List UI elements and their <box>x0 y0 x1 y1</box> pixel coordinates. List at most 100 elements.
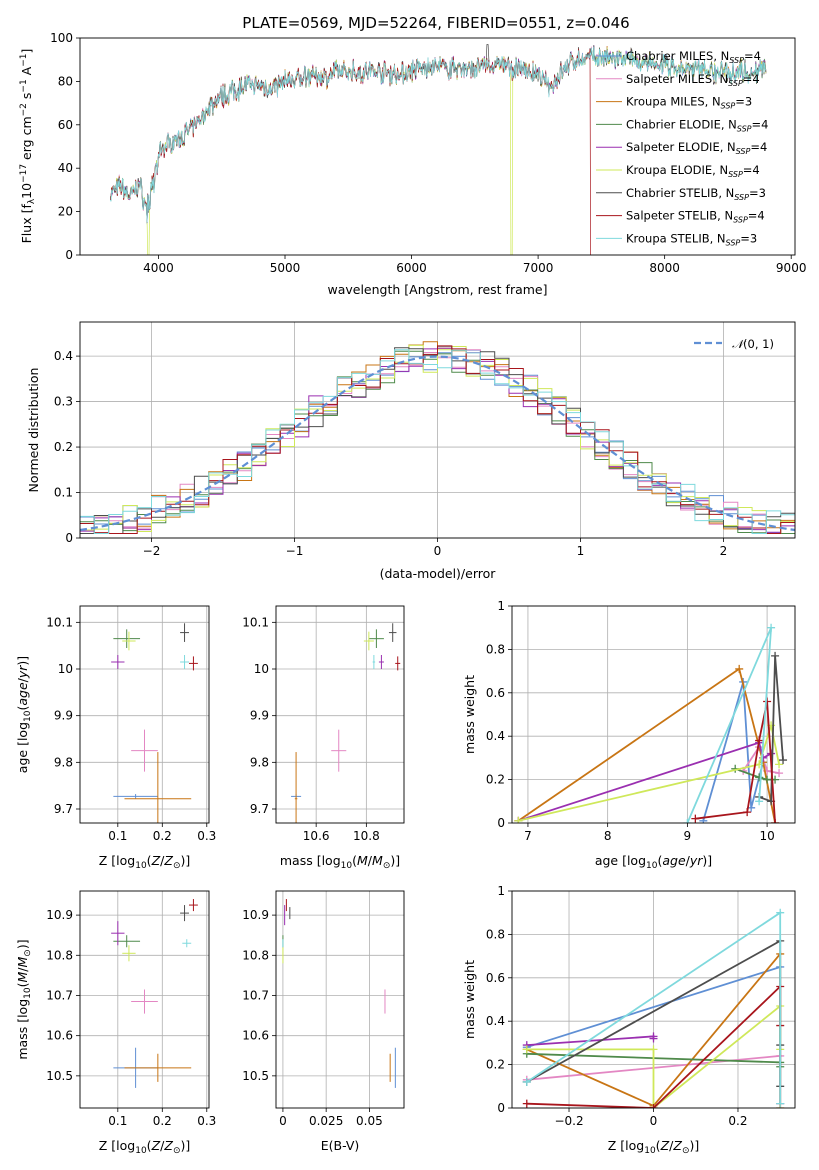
residuals-ytick-label: 0.3 <box>54 395 73 409</box>
age_vs_mass-ytick-label: 10.1 <box>242 615 269 629</box>
weight_vs_Z-plot-area <box>522 908 785 1108</box>
spectrum-xtick-label: 9000 <box>776 261 807 275</box>
residuals-ytick-label: 0.1 <box>54 486 73 500</box>
spectrum-ytick-label: 80 <box>58 74 73 88</box>
spectrum-ylabel: Flux [fλ10−17 erg cm−2 s−1 A−1] <box>19 49 37 244</box>
weight-marker-kroupa_miles <box>735 664 744 673</box>
age_vs_Z-ytick-label: 9.9 <box>54 709 73 723</box>
mass_vs_Z-xlabel: Z [log10(Z/Z⊙)] <box>99 1138 191 1156</box>
mass_vs_ebv-xlabel: E(B-V) <box>321 1138 360 1153</box>
weight-marker-salpeter_stelib <box>763 697 772 706</box>
weight_vs_age-ytick-label: 0.8 <box>486 642 505 656</box>
weight_vs_age-xlabel: age [log10(age/yr)] <box>595 853 712 871</box>
weight_vs_age-ytick-label: 0.6 <box>486 686 505 700</box>
age_vs_mass-ytick-label: 9.9 <box>250 709 269 723</box>
legend-label-chabrier_stelib: Chabrier STELIB, NSSP=3 <box>626 186 766 202</box>
mass_vs_Z-ytick-label: 10.5 <box>46 1069 73 1083</box>
histogram-kroupa_elodie <box>80 344 795 534</box>
mass_vs_Z-panel: 0.1 0.2 0.3 10.5 10.6 10.7 10.8 10.9 Z [log10(Z/… <box>15 890 216 1156</box>
age_vs_Z-ytick-label: 10.1 <box>46 615 73 629</box>
spectrum-legend: Chabrier MILES, NSSP=4 Salpeter MILES, NS… <box>596 49 768 247</box>
weight_vs_age-panel: 7 8 9 10 0 0.2 0.4 0.6 0.8 1 age [log10(age/yr)] ma… <box>462 599 796 871</box>
weight_vs_Z-ytick-label: 0.8 <box>486 927 505 941</box>
spectrum-plot-area <box>110 44 767 255</box>
mass_vs_ebv-panel: 0 0.025 0.05 10.5 10.6 10.7 10.8 10.9 E(B-V) <box>242 890 405 1153</box>
age_vs_Z-frame <box>79 605 210 824</box>
weight-marker-salpeter_miles <box>775 769 784 778</box>
weight-marker-kroupa_elodie <box>522 1045 531 1054</box>
mass_vs_Z-ytick-label: 10.6 <box>46 1029 73 1043</box>
weight_vs_Z-ytick-label: 0.2 <box>486 1058 505 1072</box>
weight-marker-salpeter_stelib <box>743 808 752 817</box>
normal-legend-label: 𝒩(0, 1) <box>732 337 774 351</box>
mass_vs_Z-ylabel: mass [log10(M/M⊙)] <box>15 939 33 1059</box>
residuals-plot-area <box>80 341 795 534</box>
weight_vs_age-plot-area <box>514 623 788 823</box>
spectrum-xtick-label: 8000 <box>649 261 680 275</box>
weight_vs_Z-xtick-label: −0.2 <box>554 1114 583 1128</box>
mass_vs_ebv-plot-area <box>282 899 396 1088</box>
weight-marker-salpeter_stelib <box>771 819 780 823</box>
weight-marker-kroupa_elodie <box>514 816 523 823</box>
spectrum-xtick-label: 7000 <box>523 261 554 275</box>
spectrum-xtick-label: 6000 <box>396 261 427 275</box>
weight-marker-chabrier_stelib <box>771 651 780 660</box>
weight-marker-chabrier_elodie <box>763 775 772 784</box>
mass_vs_Z-plot-area <box>111 899 198 1088</box>
spectrum-ytick-label: 100 <box>50 31 73 45</box>
legend-label-chabrier_elodie: Chabrier ELODIE, NSSP=4 <box>626 117 768 133</box>
residuals-ytick-label: 0 <box>65 531 73 545</box>
residuals-ylabel: Normed distribution <box>26 368 41 493</box>
residuals-panel: −2 −1 0 1 2 0 0.1 0.2 0.3 0.4 𝒩(0, 1) (data-model)/… <box>26 321 796 581</box>
weight-marker-kroupa_stelib <box>522 1077 531 1086</box>
spectrum-frame <box>79 37 796 256</box>
age_vs_mass-ytick-label: 9.8 <box>250 755 269 769</box>
residuals-xtick-label: 0 <box>434 544 442 558</box>
mass_vs_Z-xtick-label: 0.3 <box>197 1114 216 1128</box>
weight_vs_Z-xtick-label: 0 <box>650 1114 658 1128</box>
weight_vs_age-xtick-label: 9 <box>684 829 692 843</box>
weight_vs_age-xtick-label: 10 <box>759 829 774 843</box>
weight-marker-kroupa_elodie <box>649 1045 658 1054</box>
spectrum-ytick-label: 20 <box>58 205 73 219</box>
weight-marker-kroupa_stelib <box>767 623 776 632</box>
weight_vs_age-xtick-label: 7 <box>524 829 532 843</box>
weight-marker-salpeter_stelib <box>691 814 700 823</box>
spectrum-xtick-label: 5000 <box>270 261 301 275</box>
age_vs_Z-ytick-label: 9.7 <box>54 802 73 816</box>
age_vs_mass-ytick-label: 10 <box>254 662 269 676</box>
mass_vs_Z-ytick-label: 10.7 <box>46 988 73 1002</box>
weight_vs_Z-ytick-label: 0.4 <box>486 1014 505 1028</box>
residuals-ytick-label: 0.4 <box>54 349 73 363</box>
residuals-xtick-label: −2 <box>143 544 161 558</box>
mass_vs_Z-xtick-label: 0.1 <box>108 1114 127 1128</box>
weight-marker-salpeter_stelib <box>522 1099 531 1108</box>
weight-marker-salpeter_stelib <box>755 736 764 745</box>
age_vs_mass-frame <box>275 605 405 824</box>
legend-label-salpeter_miles: Salpeter MILES, NSSP=4 <box>626 72 760 88</box>
legend-label-kroupa_miles: Kroupa MILES, NSSP=3 <box>626 95 752 111</box>
age_vs_Z-ytick-label: 9.8 <box>54 755 73 769</box>
residuals-xtick-label: −1 <box>286 544 304 558</box>
weight_vs_age-ytick-label: 0.2 <box>486 773 505 787</box>
figure-title: PLATE=0569, MJD=52264, FIBERID=0551, z=0… <box>242 14 629 32</box>
mass_vs_Z-ytick-label: 10.8 <box>46 948 73 962</box>
mass_vs_ebv-xtick-label: 0 <box>279 1114 287 1128</box>
weight-line-salpeter_elodie <box>518 741 772 822</box>
spectrum-ytick-label: 0 <box>65 248 73 262</box>
mass_vs_ebv-ytick-label: 10.8 <box>242 948 269 962</box>
mass_vs_Z-xtick-label: 0.2 <box>153 1114 172 1128</box>
residuals-xtick-label: 2 <box>720 544 728 558</box>
mass_vs_Z-frame <box>79 890 210 1109</box>
legend-label-salpeter_stelib: Salpeter STELIB, NSSP=4 <box>626 209 765 225</box>
spectrum-xtick-label: 4000 <box>143 261 174 275</box>
residuals-ytick-label: 0.2 <box>54 440 73 454</box>
weight-marker-salpeter_stelib <box>649 1104 658 1108</box>
weight-marker-kroupa_stelib <box>755 797 764 806</box>
residuals-xlabel: (data-model)/error <box>380 566 497 581</box>
mass_vs_ebv-ytick-label: 10.9 <box>242 908 269 922</box>
age_vs_Z-ylabel: age [log10(age/yr)] <box>15 656 33 773</box>
age_vs_mass-xtick-label: 10.6 <box>303 829 330 843</box>
weight-marker-kroupa_elodie <box>775 760 784 769</box>
weight-line-chabrier_miles <box>702 681 764 822</box>
